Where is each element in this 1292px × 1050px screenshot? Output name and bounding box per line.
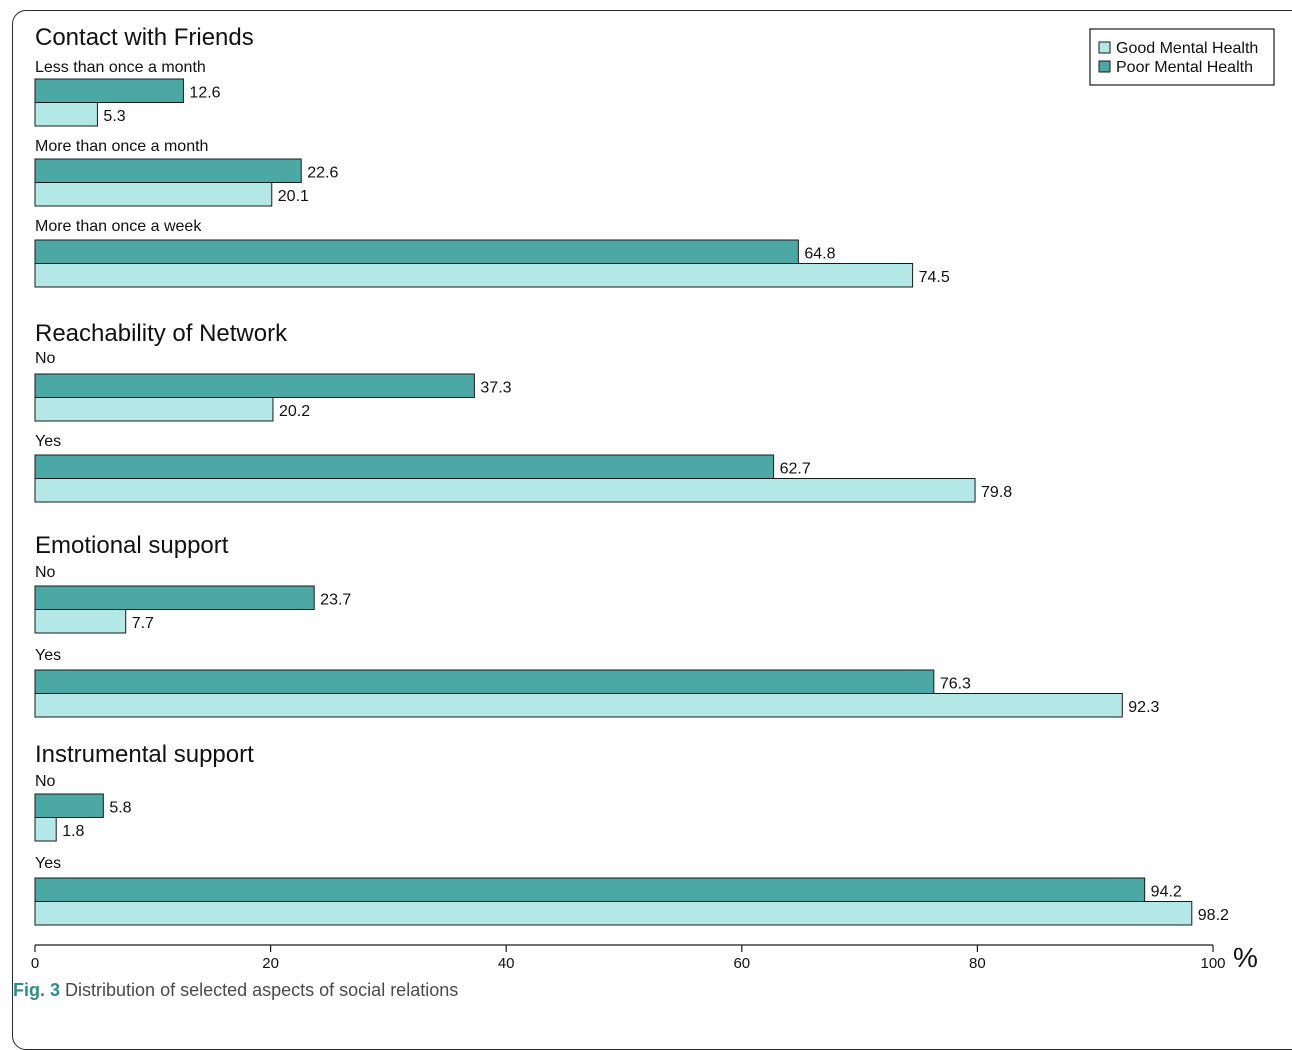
figure-caption-label: Fig. 3 [13,980,61,1000]
bar-poor-contact-with-friends-more-than-once-a-month [34,158,302,183]
x-tick-label-20: 20 [262,955,279,972]
group-title-emotional-support: Emotional support [35,532,229,559]
group-emotional-support: Emotional support No 23.7 7.7 Yes 76.3 92.3 [34,532,1160,718]
value-label-good-instrumental-support-yes: 98.2 [1198,907,1229,924]
group-title-instrumental-support: Instrumental support [35,741,254,768]
legend-label-good-mental-health: Good Mental Health [1116,40,1258,57]
value-label-poor-instrumental-support-yes: 94.2 [1151,884,1182,901]
group-title-contact-with-friends: Contact with Friends [35,24,254,51]
bar-poor-reachability-of-network-yes [34,454,775,479]
figure-caption: Fig. 3 Distribution of selected aspects … [13,980,458,1006]
category-label-contact-with-friends-more-than-once-a-month: More than once a month [35,138,208,155]
value-label-poor-emotional-support-yes: 76.3 [940,676,971,693]
category-label-emotional-support-yes: Yes [35,647,61,664]
bar-chart: Contact with Friends Less than once a mon… [31,24,1275,973]
legend: Good Mental Health Poor Mental Health [1089,28,1275,86]
group-contact-with-friends: Contact with Friends Less than once a mon… [34,24,950,288]
bar-poor-instrumental-support-yes [34,877,1146,902]
x-tick-label-0: 0 [31,955,39,972]
bar-good-emotional-support-no [34,609,127,634]
category-label-emotional-support-no: No [35,564,56,581]
bar-poor-emotional-support-yes [34,669,935,694]
category-label-reachability-of-network-no: No [35,350,56,367]
value-label-good-emotional-support-yes: 92.3 [1128,699,1159,716]
value-label-good-instrumental-support-no: 1.8 [62,823,84,840]
x-tick-label-80: 80 [969,955,986,972]
category-label-contact-with-friends-less-than-once-a-month: Less than once a month [35,59,206,76]
bar-good-instrumental-support-yes [34,901,1193,926]
x-tick-label-60: 60 [733,955,750,972]
bars-layer: Contact with Friends Less than once a mon… [34,24,1229,926]
bar-poor-emotional-support-no [34,585,315,610]
legend-label-poor-mental-health: Poor Mental Health [1116,59,1253,76]
x-tick-label-40: 40 [498,955,515,972]
legend-swatch-good-mental-health [1098,41,1111,54]
bar-poor-contact-with-friends-more-than-once-a-week [34,239,799,264]
value-label-good-contact-with-friends-more-than-once-a-week: 74.5 [919,269,950,286]
bar-good-reachability-of-network-no [34,397,274,422]
x-axis: % 0 20 40 60 80 100 [31,942,1258,973]
category-label-instrumental-support-no: No [35,773,56,790]
x-axis-unit-label: % [1233,942,1258,973]
value-label-poor-reachability-of-network-no: 37.3 [480,380,511,397]
value-label-poor-contact-with-friends-less-than-once-a-month: 12.6 [189,85,220,102]
bar-good-emotional-support-yes [34,693,1123,718]
bar-good-contact-with-friends-more-than-once-a-month [34,182,273,207]
category-label-instrumental-support-yes: Yes [35,855,61,872]
value-label-poor-emotional-support-no: 23.7 [320,592,351,609]
legend-box [1089,28,1275,86]
group-title-reachability-of-network: Reachability of Network [35,320,288,347]
value-label-good-contact-with-friends-less-than-once-a-month: 5.3 [103,108,125,125]
value-label-good-emotional-support-no: 7.7 [132,615,154,632]
bar-poor-instrumental-support-no [34,793,104,818]
value-label-good-reachability-of-network-no: 20.2 [279,403,310,420]
bar-good-contact-with-friends-more-than-once-a-week [34,263,914,288]
group-reachability-of-network: Reachability of Network No 37.3 20.2 Yes 62.7… [34,320,1012,503]
value-label-good-contact-with-friends-more-than-once-a-month: 20.1 [278,188,309,205]
value-label-poor-instrumental-support-no: 5.8 [109,800,131,817]
category-label-contact-with-friends-more-than-once-a-week: More than once a week [35,218,202,235]
legend-swatch-poor-mental-health [1098,60,1111,73]
bar-good-instrumental-support-no [34,817,57,842]
bar-good-contact-with-friends-less-than-once-a-month [34,102,98,127]
bar-poor-contact-with-friends-less-than-once-a-month [34,78,184,103]
bar-poor-reachability-of-network-no [34,373,475,398]
category-label-reachability-of-network-yes: Yes [35,433,61,450]
bar-good-reachability-of-network-yes [34,478,976,503]
figure-caption-text: Distribution of selected aspects of soci… [65,980,459,1000]
value-label-poor-reachability-of-network-yes: 62.7 [780,461,811,478]
value-label-good-reachability-of-network-yes: 79.8 [981,484,1012,501]
value-label-poor-contact-with-friends-more-than-once-a-week: 64.8 [804,246,835,263]
value-label-poor-contact-with-friends-more-than-once-a-month: 22.6 [307,165,338,182]
x-tick-label-100: 100 [1200,955,1225,972]
